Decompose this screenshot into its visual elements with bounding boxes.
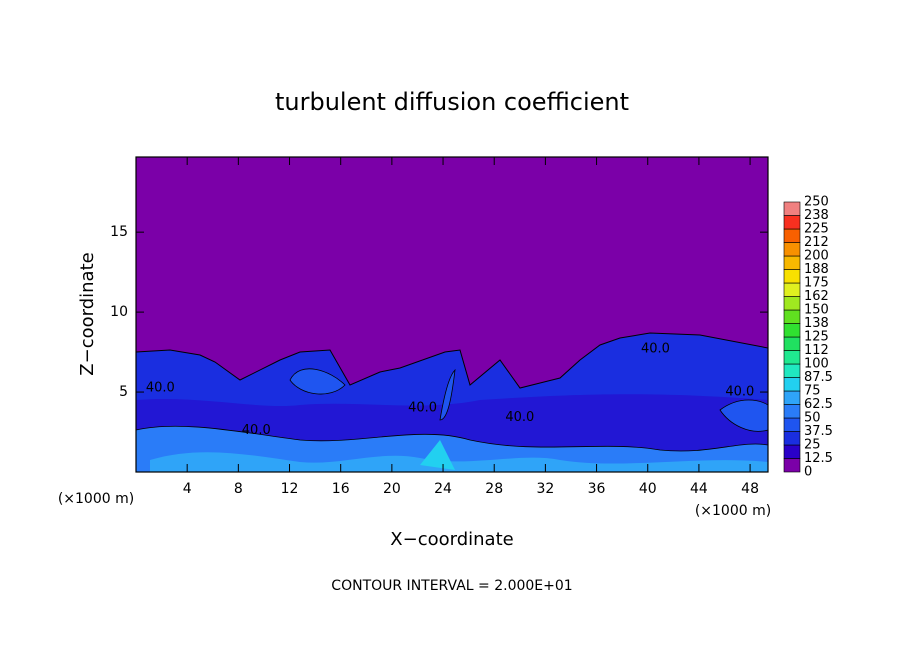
x-tick-label: 40: [639, 481, 657, 497]
x-tick-label: 24: [434, 481, 452, 497]
y-tick-label: 15: [110, 224, 128, 240]
colorbar-label: 188: [804, 262, 829, 277]
colorbar-label: 125: [804, 330, 829, 345]
x-tick-label: 12: [281, 481, 299, 497]
colorbar-label: 112: [804, 343, 829, 358]
colorbar-swatch: [783, 269, 801, 284]
x-tick-label: 44: [690, 481, 708, 497]
colorbar-label: 25: [804, 438, 821, 453]
x-tick-label: 28: [485, 481, 503, 497]
colorbar-label: 12.5: [804, 451, 833, 466]
colorbar-swatch: [783, 404, 801, 419]
colorbar-swatch: [783, 350, 801, 365]
colorbar-swatch: [783, 458, 801, 473]
colorbar-swatch: [783, 255, 801, 270]
colorbar-label: 87.5: [804, 370, 833, 385]
colorbar-swatch: [783, 336, 801, 351]
colorbar-swatch: [783, 215, 801, 230]
colorbar-swatch: [783, 296, 801, 311]
x-tick-label: 20: [383, 481, 401, 497]
colorbar-label: 37.5: [804, 424, 833, 439]
colorbar-swatch: [783, 377, 801, 392]
colorbar-swatch: [783, 201, 801, 216]
colorbar-swatch: [783, 228, 801, 243]
contour-label: 40.0: [505, 410, 534, 425]
y-tick-label: 10: [110, 304, 128, 320]
contour-label: 40.0: [242, 423, 271, 438]
colorbar-swatch: [783, 444, 801, 459]
colorbar-label: 62.5: [804, 397, 833, 412]
x-unit: (×1000 m): [695, 503, 771, 519]
field-region: [135, 425, 769, 473]
colorbar-label: 75: [804, 384, 821, 399]
colorbar-label: 100: [804, 357, 829, 372]
colorbar-label: 225: [804, 222, 829, 237]
x-tick-label: 16: [332, 481, 350, 497]
colorbar-swatch: [783, 390, 801, 405]
contour-label: 40.0: [725, 385, 754, 400]
contour-label: 40.0: [641, 341, 670, 356]
field-region: [150, 452, 768, 472]
y-tick-label: 5: [119, 384, 128, 400]
colorbar-label: 138: [804, 316, 829, 331]
colorbar-label: 238: [804, 208, 829, 223]
footer-note: CONTOUR INTERVAL = 2.000E+01: [331, 578, 572, 594]
colorbar-label: 250: [804, 195, 829, 210]
field-region: [420, 440, 455, 470]
x-tick-label: 32: [536, 481, 554, 497]
colorbar-swatch: [783, 309, 801, 324]
plot-frame: [135, 156, 769, 473]
colorbar-label: 200: [804, 249, 829, 264]
colorbar-label: 50: [804, 411, 821, 426]
colorbar-label: 175: [804, 276, 829, 291]
y-axis-label: Z−coordinate: [77, 252, 98, 375]
colorbar-swatch: [783, 323, 801, 338]
colorbar-label: 162: [804, 289, 829, 304]
x-tick-label: 8: [234, 481, 243, 497]
colorbar-swatch: [783, 282, 801, 297]
x-tick-label: 4: [183, 481, 192, 497]
x-tick-label: 48: [741, 481, 759, 497]
y-unit: (×1000 m): [58, 491, 134, 507]
colorbar-label: 212: [804, 235, 829, 250]
contour-label: 40.0: [408, 401, 437, 416]
colorbar-swatch: [783, 417, 801, 432]
contour-label: 40.0: [146, 381, 175, 396]
colorbar-swatch: [783, 431, 801, 446]
colorbar-label: 150: [804, 303, 829, 318]
colorbar-label: 0: [804, 465, 812, 480]
colorbar-swatch: [783, 363, 801, 378]
chart-title: turbulent diffusion coefficient: [275, 88, 629, 116]
plot-area: 40.0 40.0 40.0 40.0 40.0 40.0: [135, 157, 769, 473]
x-axis-label: X−coordinate: [390, 529, 513, 550]
colorbar-swatch: [783, 242, 801, 257]
x-tick-label: 36: [588, 481, 606, 497]
